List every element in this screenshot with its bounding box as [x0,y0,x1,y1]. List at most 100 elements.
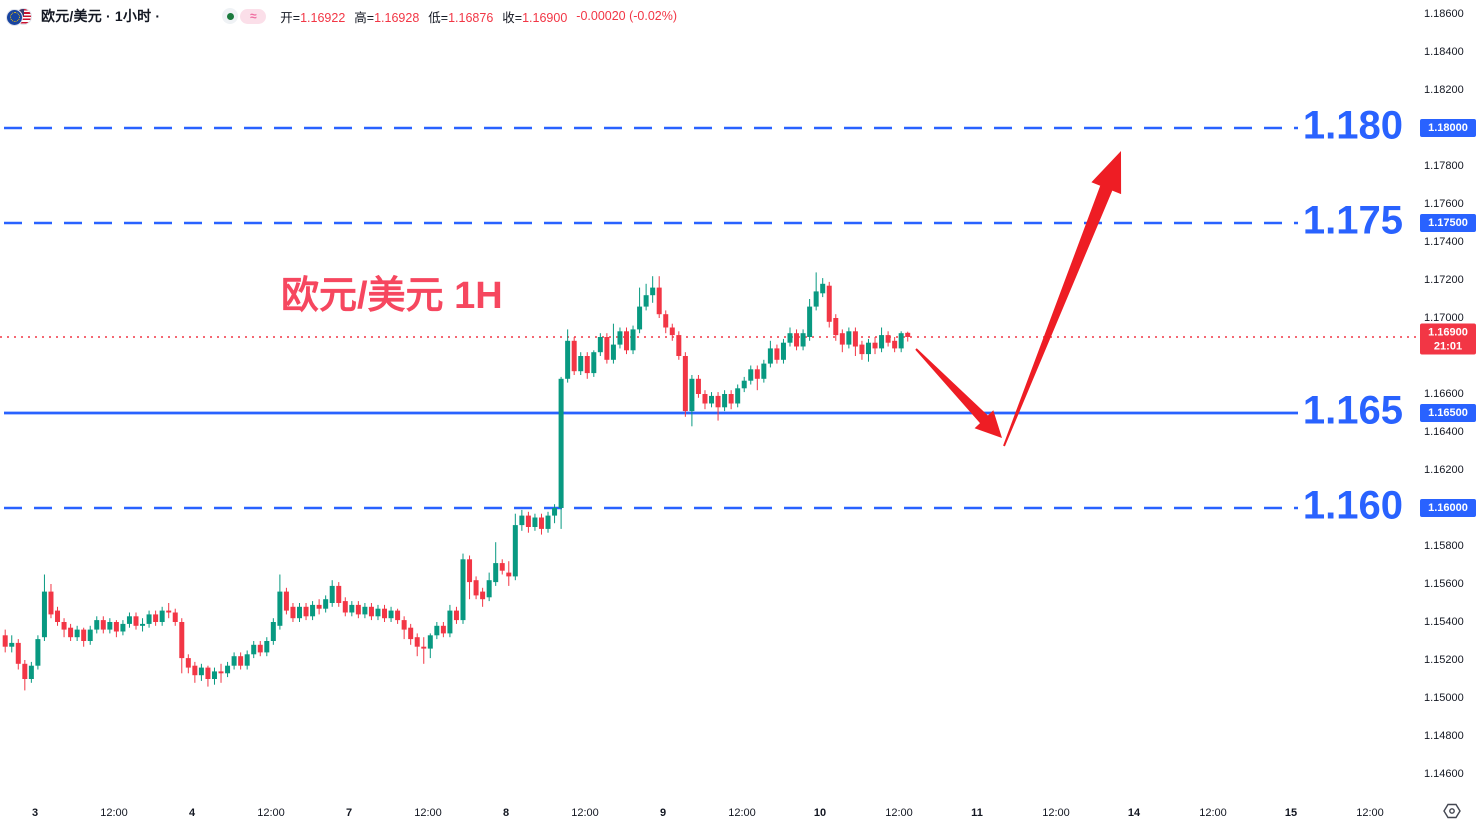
candle-body [591,352,597,374]
candle-body [87,629,93,641]
time-tick-label: 12:00 [728,807,756,819]
price-tick-label: 1.15200 [1424,654,1464,666]
candle-body [113,622,119,632]
current-price-value: 1.16900 [1428,326,1468,338]
candle-body [94,620,100,630]
level-price-label-1.180[interactable]: 1.180 [1302,103,1403,148]
candle-body [375,608,381,617]
candle-body [807,306,813,337]
candle-body [846,331,852,345]
level-axis-badge: 1.16000 [1420,499,1476,517]
candle-body [336,585,342,603]
candle-body [15,642,21,664]
candle-body [316,604,322,609]
candle-body [532,517,538,527]
candle-body [545,515,551,529]
level-price-label-1.160[interactable]: 1.160 [1302,483,1403,528]
forecast-up-arrow[interactable] [1003,151,1122,447]
price-tick-label: 1.17800 [1424,160,1464,172]
candle-body [342,601,348,613]
price-tick-label: 1.17200 [1424,274,1464,286]
candle-body [453,610,459,621]
time-tick-day-label: 8 [502,807,510,819]
time-tick-day-label: 4 [188,807,196,819]
candle-body [257,644,263,653]
candle-body [728,394,734,404]
chart-header: 欧元/美元 · 1小时 · ≈ 开=1.16922 高=1.16928 低=1.… [6,6,677,26]
candle-body [656,287,662,315]
level-axis-badge: 1.18000 [1420,119,1476,137]
candle-body [35,639,41,666]
price-tick-label: 1.18200 [1424,84,1464,96]
candle-body [290,606,296,619]
time-tick-label: 12:00 [414,807,442,819]
time-axis[interactable]: 3 12:00 4 12:00 7 12:00 8 12:00 9 12:00 10 12:00 11 1… [0,800,1476,827]
price-tick-label: 1.17600 [1424,198,1464,210]
time-tick-label: 12:00 [885,807,913,819]
candle-body [126,616,132,624]
ohlc-open: 开=1.16922 [280,10,346,25]
candle-body [709,395,715,404]
delayed-data-badge[interactable]: ≈ [240,8,267,24]
candle-body [852,331,858,347]
candle-body [650,287,656,296]
candle-wick [612,323,614,364]
level-price-label-1.175[interactable]: 1.175 [1302,198,1403,243]
candle-body [74,629,80,638]
candle-body [251,644,257,655]
candle-body [735,388,741,404]
candle-body [408,627,414,640]
candle-body [310,604,316,617]
candle-body [676,335,682,356]
chart-watermark-text[interactable]: 欧元/美元 1H [281,275,503,317]
candle-body [440,625,446,634]
candle-body [682,356,688,412]
price-tick-label: 1.16600 [1424,388,1464,400]
price-axis[interactable]: 1.18600 1.18400 1.18200 1.17800 1.17600 1.174… [1420,0,1476,800]
time-axis-settings-icon[interactable] [1443,803,1461,819]
candle-body [839,333,845,345]
candle-body [538,517,544,529]
forecast-down-arrow[interactable] [915,348,1002,438]
candle-body [604,337,610,360]
market-open-dot-icon [226,12,234,20]
candle-body [624,331,629,351]
candle-body [323,599,329,609]
time-tick-day-label: 9 [659,807,667,819]
candle-body [859,344,865,355]
price-tick-label: 1.14800 [1424,730,1464,742]
candle-body [898,333,904,349]
candle-body [565,340,571,379]
price-tick-label: 1.15800 [1424,540,1464,552]
level-price-label-1.165[interactable]: 1.165 [1302,388,1403,433]
candle-body [813,291,819,307]
candle-body [231,656,237,666]
candle-body [741,380,747,389]
ohlc-high: 高=1.16928 [354,10,420,25]
symbol-title[interactable]: 欧元/美元 · 1小时 · [41,8,161,24]
candle-body [499,563,505,571]
price-tick-label: 1.18600 [1424,8,1464,20]
candle-body [68,627,74,638]
market-status-icon[interactable] [222,8,239,24]
symbol-logo[interactable] [6,7,33,26]
time-tick-label: 12:00 [1356,807,1384,819]
eur-flag-icon [6,8,23,26]
candle-body [767,348,773,364]
candle-body [761,363,767,379]
time-tick-label: 12:00 [1042,807,1070,819]
candle-body [722,394,728,408]
candle-body [506,572,512,577]
candle-body [787,333,793,343]
candle-body [48,591,54,615]
candle-body [872,342,878,349]
candle-body [2,635,8,647]
candle-body [395,610,401,621]
candle-body [879,335,885,349]
candle-body [754,369,760,379]
candle-body [388,610,394,619]
time-tick-label: 12:00 [1199,807,1227,819]
candle-body [695,378,701,394]
candle-body [185,658,191,668]
